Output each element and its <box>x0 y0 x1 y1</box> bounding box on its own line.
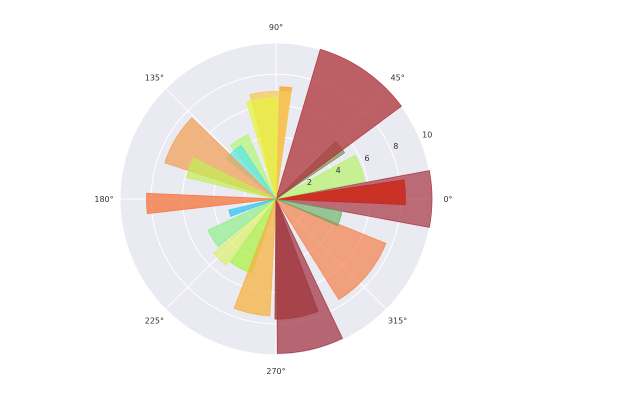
radial-tick-label: 6 <box>364 154 369 163</box>
radial-tick-label: 2 <box>307 178 312 187</box>
angle-tick-label: 180° <box>94 195 113 204</box>
polar-bar <box>207 198 277 248</box>
radial-tick-label: 10 <box>422 130 432 139</box>
angle-tick-label: 90° <box>269 23 283 32</box>
bar-layer <box>146 48 433 354</box>
polar-bar <box>245 97 279 200</box>
angle-tick-label: 135° <box>145 73 164 82</box>
radial-tick-labels: 2 4 6 8 10 <box>307 130 432 187</box>
polar-bar <box>213 198 277 266</box>
angle-tick-label: 225° <box>145 317 164 326</box>
polar-bar <box>275 198 344 354</box>
angle-tick-label: 0° <box>443 195 452 204</box>
polar-bar <box>146 192 277 215</box>
angle-tick-labels: 0° 45° 90° 135° 180° 225° 270° 315° <box>94 23 452 376</box>
polar-bar <box>275 179 406 206</box>
angle-tick-label: 315° <box>388 317 407 326</box>
radial-tick-label: 4 <box>336 166 341 175</box>
polar-bar <box>164 117 277 200</box>
polar-bar <box>233 198 277 317</box>
polar-bar <box>275 48 402 201</box>
radial-tick-label: 8 <box>393 142 398 151</box>
angle-tick-label: 45° <box>391 73 405 82</box>
polar-bar <box>186 157 277 200</box>
polar-bar <box>275 198 343 227</box>
angle-tick-label: 270° <box>266 367 285 376</box>
polar-bar <box>275 198 387 301</box>
polar-bar <box>275 154 366 200</box>
polar-bar <box>228 198 277 217</box>
